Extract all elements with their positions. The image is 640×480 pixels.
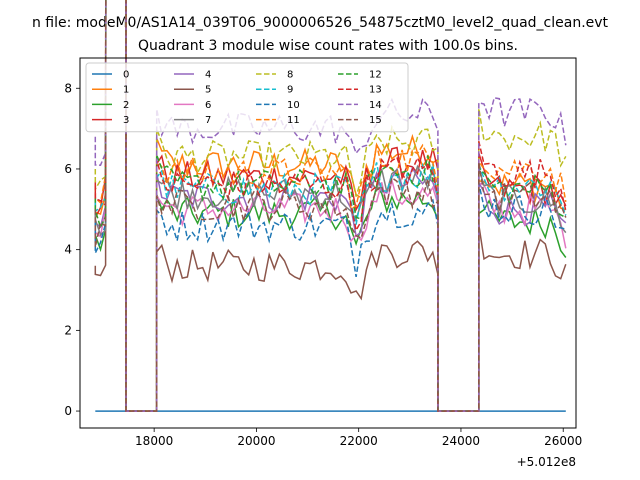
x-tick-label: 24000 [442,434,480,448]
series-line-3 [94,0,567,412]
series-line-13 [94,0,567,412]
y-axis: 0 2 4 6 8 [64,81,80,418]
legend-label-2: 2 [123,100,129,111]
y-tick-label: 8 [64,81,72,95]
x-tick-label: 18000 [135,434,173,448]
legend-label-4: 4 [205,70,211,81]
plot-lines [94,0,567,412]
x-offset-label: +5.012e8 [517,455,576,469]
legend-label-5: 5 [205,85,211,96]
x-tick-label: 22000 [340,434,378,448]
series-line-6 [94,0,567,412]
plot-frame [79,57,577,429]
y-tick-label: 2 [64,323,72,337]
y-tick-label: 0 [64,404,72,418]
legend-label-6: 6 [205,100,211,111]
x-tick-label: 26000 [544,434,582,448]
legend-label-11: 11 [287,115,300,126]
y-tick-label: 6 [64,162,72,176]
legend-label-1: 1 [123,85,129,96]
legend-label-10: 10 [287,100,300,111]
legend-label-12: 12 [369,70,382,81]
series-line-11 [94,0,567,412]
legend-label-0: 0 [123,70,129,81]
legend-label-3: 3 [123,115,129,126]
series-line-8 [94,0,567,412]
x-axis: 18000 20000 22000 24000 26000 [135,428,582,448]
series-line-4 [94,0,567,412]
legend-label-15: 15 [369,115,382,126]
legend-label-8: 8 [287,70,293,81]
legend-label-14: 14 [369,100,382,111]
chart-title: Quadrant 3 module wise count rates with … [138,38,518,54]
legend-box [85,62,409,133]
series-line-5 [94,0,567,412]
legend-label-7: 7 [205,115,211,126]
series-line-15 [94,0,567,412]
y-tick-label: 4 [64,243,72,257]
legend-label-13: 13 [369,85,382,96]
series-line-10 [94,0,566,412]
series-line-7 [94,0,567,412]
legend-label-9: 9 [287,85,293,96]
figure-suptitle: n file: modeM0/AS1A14_039T06_9000006526_… [32,15,609,31]
x-tick-label: 20000 [237,434,275,448]
